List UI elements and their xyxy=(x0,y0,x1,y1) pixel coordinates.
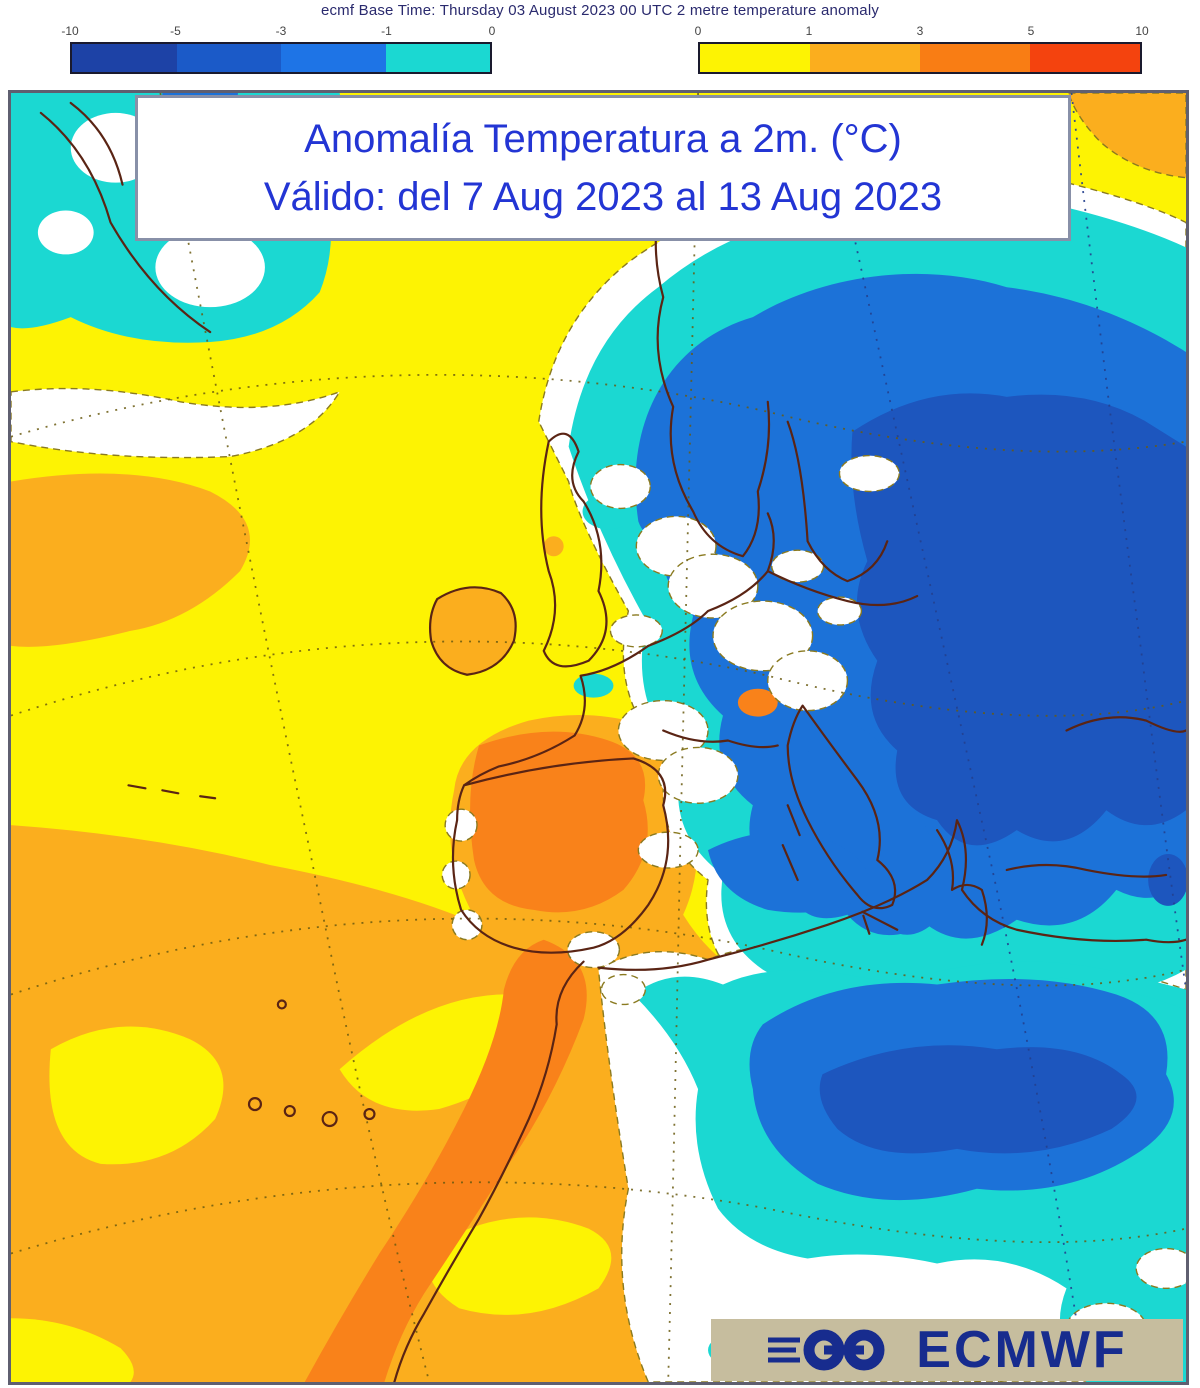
tick-label: 0 xyxy=(694,24,702,38)
colorbar-segment xyxy=(920,44,1030,72)
colorbar-segment xyxy=(1030,44,1140,72)
ecmwf-logo: ECMWF xyxy=(711,1319,1183,1381)
strong-warm-regions xyxy=(304,688,778,1382)
graticule xyxy=(11,93,1186,1382)
map-title-line2: Válido: del 7 Aug 2023 al 13 Aug 2023 xyxy=(263,175,943,219)
negative-colorbar: -10 -5 -3 -1 0 xyxy=(61,24,495,74)
map-graphic xyxy=(11,93,1186,1382)
tick-label: -10 xyxy=(61,24,79,38)
colorbar-segment xyxy=(700,44,810,72)
tick-label: 0 xyxy=(488,24,496,38)
tick-label: -3 xyxy=(275,24,287,38)
tick-label: 5 xyxy=(1027,24,1035,38)
colorbar-segment xyxy=(281,44,386,72)
tick-label: -5 xyxy=(170,24,181,38)
negative-colorbar-bar xyxy=(70,42,492,74)
coastlines xyxy=(39,101,1186,1382)
positive-colorbar-bar xyxy=(698,42,1142,74)
negative-colorbar-ticks: -10 -5 -3 -1 0 xyxy=(61,24,495,42)
ecmwf-logo-text: ECMWF xyxy=(916,1321,1128,1379)
map-title-line1: Anomalía Temperatura a 2m. (°C) xyxy=(304,117,902,161)
positive-colorbar-ticks: 0 1 3 5 10 xyxy=(694,24,1149,42)
anomaly-map: Anomalía Temperatura a 2m. (°C) Válido: … xyxy=(8,90,1189,1385)
header: ecmf Base Time: Thursday 03 August 2023 … xyxy=(0,0,1200,88)
base-time-label: ecmf Base Time: Thursday 03 August 2023 … xyxy=(320,2,880,19)
colorbar-segment xyxy=(176,44,281,72)
map-title-box: Anomalía Temperatura a 2m. (°C) Válido: … xyxy=(135,95,1071,241)
tick-label: 1 xyxy=(805,24,813,38)
tick-label: 3 xyxy=(916,24,924,38)
positive-colorbar: 0 1 3 5 10 xyxy=(694,24,1149,74)
colorbar-segment xyxy=(72,44,177,72)
colorbar-segment xyxy=(810,44,920,72)
tick-label: -1 xyxy=(381,24,392,38)
tick-label: 10 xyxy=(1135,24,1149,38)
ecmwf-logo-mark xyxy=(768,1329,885,1371)
colorbar-segment xyxy=(385,44,490,72)
